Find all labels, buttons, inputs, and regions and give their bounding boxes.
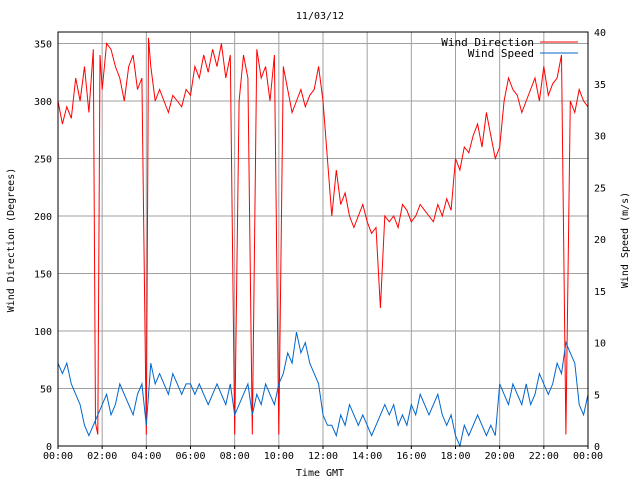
legend-label-wind-direction: Wind Direction — [441, 36, 534, 49]
right-y-axis-label: Wind Speed (m/s) — [620, 192, 631, 288]
series-line-wind-direction — [57, 37, 589, 435]
right-y-tick-label: 25 — [594, 183, 606, 194]
left-y-tick-label: 350 — [34, 40, 52, 51]
series-layer — [57, 37, 589, 448]
x-tick-label: 20:00 — [485, 451, 515, 462]
x-tick-label: 00:00 — [573, 451, 603, 462]
right-y-tick-label: 40 — [594, 28, 606, 39]
chart-title: 11/03/12 — [296, 11, 344, 22]
left-y-tick-label: 100 — [34, 327, 52, 338]
left-y-axis-label: Wind Direction (Degrees) — [6, 168, 17, 313]
x-tick-label: 10:00 — [264, 451, 294, 462]
x-tick-label: 22:00 — [529, 451, 559, 462]
right-y-tick-label: 0 — [594, 442, 600, 453]
x-axis-label: Time GMT — [296, 468, 344, 479]
right-y-tick-label: 5 — [594, 390, 600, 401]
x-tick-label: 12:00 — [308, 451, 338, 462]
right-y-tick-label: 30 — [594, 132, 606, 143]
x-tick-label: 02:00 — [87, 451, 117, 462]
right-y-tick-label: 10 — [594, 339, 606, 350]
left-y-tick-label: 200 — [34, 212, 52, 223]
left-y-tick-label: 300 — [34, 97, 52, 108]
x-tick-label: 08:00 — [220, 451, 250, 462]
right-y-tick-label: 20 — [594, 235, 606, 246]
tick-labels: 00:00 02:00 04:00 06:00 08:00 10:00 12:00 14:00… — [34, 28, 606, 462]
left-y-tick-label: 50 — [40, 385, 52, 396]
x-tick-label: 00:00 — [43, 451, 73, 462]
grid — [58, 32, 588, 446]
left-y-tick-label: 150 — [34, 270, 52, 281]
left-y-tick-label: 0 — [46, 442, 52, 453]
right-y-tick-label: 35 — [594, 80, 606, 91]
left-y-tick-label: 250 — [34, 155, 52, 166]
x-tick-label: 14:00 — [352, 451, 382, 462]
legend: Wind Direction Wind Speed — [441, 36, 578, 60]
x-tick-label: 06:00 — [175, 451, 205, 462]
right-y-tick-label: 15 — [594, 287, 606, 298]
x-tick-label: 16:00 — [396, 451, 426, 462]
x-tick-label: 18:00 — [440, 451, 470, 462]
legend-label-wind-speed: Wind Speed — [468, 47, 534, 60]
series-line-wind-speed — [57, 331, 589, 448]
x-tick-label: 04:00 — [131, 451, 161, 462]
